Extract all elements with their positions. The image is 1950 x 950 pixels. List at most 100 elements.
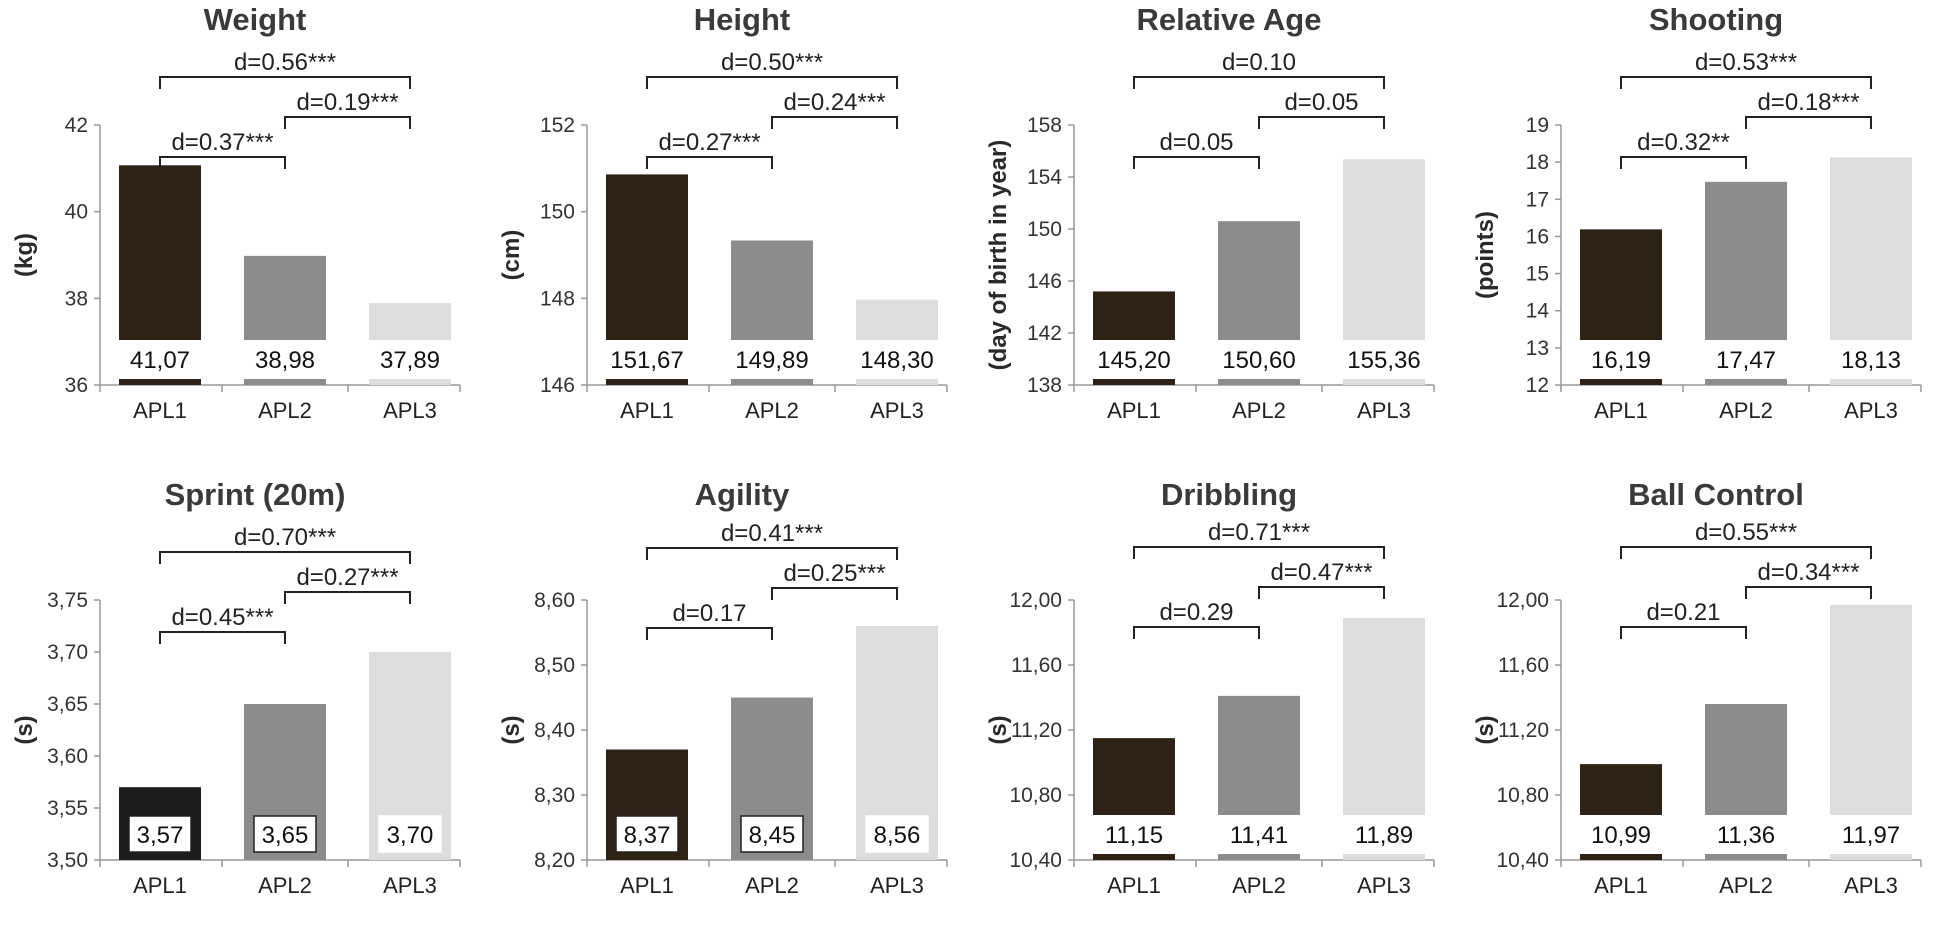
- value-label-box: [253, 815, 317, 853]
- y-tick-label: 11,20: [1498, 719, 1549, 742]
- effect-size-label: d=0.27***: [296, 564, 398, 591]
- x-category-label: APL2: [1719, 398, 1773, 423]
- effect-size-label: d=0.55***: [1695, 519, 1797, 546]
- y-tick-label: 10,40: [1009, 849, 1062, 872]
- y-tick-label: 3,55: [47, 797, 88, 820]
- chart-title: Dribbling: [1161, 477, 1297, 512]
- x-category-label: APL3: [1357, 398, 1411, 423]
- y-tick-label: 8,60: [534, 589, 575, 612]
- y-axis-label: (cm): [498, 230, 525, 281]
- x-category-label: APL3: [870, 873, 924, 898]
- effect-size-label: d=0.45***: [171, 604, 273, 631]
- chart-svg: Relative Age (day of birth in year) 138 142…: [985, 2, 1435, 423]
- value-label-box: [1217, 340, 1301, 379]
- comparison-bracket: [1745, 116, 1872, 129]
- x-category-label: APL1: [1594, 873, 1648, 898]
- x-category-label: APL2: [1232, 873, 1286, 898]
- value-label-box: [605, 340, 689, 379]
- value-label: 10,99: [1591, 822, 1651, 849]
- effect-size-label: d=0.32**: [1637, 129, 1730, 156]
- y-axis-label: (s): [498, 715, 525, 744]
- value-label: 155,36: [1347, 347, 1420, 374]
- comparison-bracket: [1133, 76, 1385, 89]
- y-tick-label: 150: [540, 201, 575, 224]
- chart-panel: Agility (s) 8,20 8,30 8,40 8,50 8,60 8,37 APL1 8,…: [487, 475, 974, 950]
- value-label: 151,67: [610, 347, 683, 374]
- effect-size-label: d=0.05: [1284, 89, 1358, 116]
- x-category-label: APL2: [258, 398, 312, 423]
- x-category-label: APL1: [620, 873, 674, 898]
- value-label: 8,37: [624, 822, 671, 849]
- value-label: 11,36: [1717, 822, 1775, 849]
- value-label: 3,70: [387, 822, 434, 849]
- value-label: 16,19: [1591, 347, 1651, 374]
- comparison-bracket: [1620, 626, 1747, 639]
- x-category-label: APL2: [1232, 398, 1286, 423]
- y-tick-label: 14: [1526, 300, 1550, 323]
- comparison-bracket: [159, 156, 286, 169]
- chart-title: Height: [694, 2, 790, 37]
- value-label-box: [740, 815, 804, 853]
- effect-size-label: d=0.53***: [1695, 49, 1797, 76]
- effect-size-label: d=0.19***: [296, 89, 398, 116]
- y-tick-label: 150: [1027, 218, 1062, 241]
- x-category-label: APL1: [1107, 398, 1161, 423]
- value-label-box: [855, 340, 939, 379]
- value-label: 18,13: [1841, 347, 1901, 374]
- comparison-bracket: [1620, 156, 1747, 169]
- value-label-box: [865, 815, 929, 853]
- value-label: 8,56: [874, 822, 921, 849]
- x-category-label: APL1: [133, 873, 187, 898]
- y-tick-label: 13: [1526, 337, 1549, 360]
- effect-size-label: d=0.27***: [658, 129, 760, 156]
- effect-size-label: d=0.34***: [1757, 559, 1859, 586]
- y-tick-label: 148: [540, 287, 575, 310]
- y-tick-label: 10,40: [1496, 849, 1549, 872]
- value-label-box: [730, 340, 814, 379]
- chart-title: Relative Age: [1137, 2, 1322, 37]
- y-tick-label: 3,70: [47, 641, 88, 664]
- chart-title: Shooting: [1649, 2, 1783, 37]
- y-tick-label: 10,80: [1009, 784, 1062, 807]
- comparison-bracket: [1133, 156, 1260, 169]
- x-category-label: APL1: [1107, 873, 1161, 898]
- chart-panel: Relative Age (day of birth in year) 138 142…: [974, 0, 1461, 475]
- x-category-label: APL3: [1357, 873, 1411, 898]
- y-tick-label: 10,80: [1496, 784, 1549, 807]
- comparison-bracket: [771, 587, 898, 600]
- comparison-bracket: [646, 627, 773, 640]
- chart-panel: Height (cm) 146 148 150 152 151,67 APL1 149,89 AP…: [487, 0, 974, 475]
- x-category-label: APL1: [620, 398, 674, 423]
- value-label-box: [615, 815, 679, 853]
- value-label-box: [1342, 340, 1426, 379]
- y-tick-label: 12,00: [1009, 589, 1062, 612]
- effect-size-label: d=0.56***: [234, 49, 336, 76]
- value-label: 149,89: [735, 347, 808, 374]
- value-label: 37,89: [380, 347, 440, 374]
- x-category-label: APL1: [1594, 398, 1648, 423]
- y-tick-label: 8,50: [534, 654, 575, 677]
- comparison-bracket: [284, 116, 411, 129]
- chart-title: Sprint (20m): [165, 477, 346, 512]
- value-label: 38,98: [255, 347, 315, 374]
- effect-size-label: d=0.71***: [1208, 519, 1310, 546]
- value-label-box: [1704, 340, 1788, 379]
- value-label: 17,47: [1716, 347, 1776, 374]
- y-tick-label: 12: [1526, 374, 1549, 397]
- chart-panel: Sprint (20m) (s) 3,50 3,55 3,60 3,65 3,70 3,75 3…: [0, 475, 487, 950]
- value-label: 11,15: [1105, 822, 1163, 849]
- x-category-label: APL3: [383, 873, 437, 898]
- value-label: 3,65: [262, 822, 309, 849]
- effect-size-label: d=0.25***: [783, 560, 885, 587]
- y-tick-label: 154: [1027, 166, 1062, 189]
- value-label-box: [1217, 815, 1301, 854]
- value-label: 11,97: [1842, 822, 1900, 849]
- y-tick-label: 146: [1027, 270, 1062, 293]
- chart-svg: Agility (s) 8,20 8,30 8,40 8,50 8,60 8,37 APL1 8,…: [498, 477, 948, 898]
- chart-panel: Weight (kg) 36 38 40 42 41,07 APL1 38,98 APL2 37,8…: [0, 0, 487, 475]
- comparison-bracket: [1620, 546, 1872, 559]
- value-label-box: [1092, 340, 1176, 379]
- chart-svg: Shooting (points) 12 13 14 15 16 17 18 19 16,19 APL…: [1472, 2, 1922, 423]
- y-tick-label: 19: [1526, 114, 1549, 137]
- value-label: 8,45: [749, 822, 796, 849]
